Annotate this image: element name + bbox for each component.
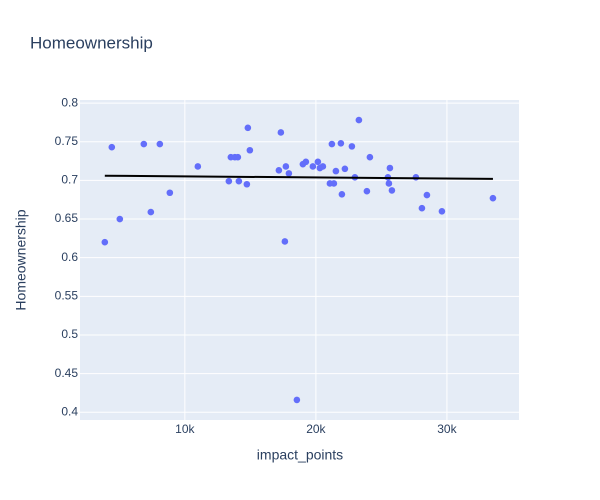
x-axis-title: impact_points (257, 447, 343, 463)
point (388, 187, 396, 194)
y-tick-label: 0.5 (61, 327, 78, 341)
point (489, 194, 497, 202)
y-axis-title: Homeownership (13, 209, 29, 310)
point (243, 180, 251, 188)
y-tick-label: 0.45 (55, 366, 79, 380)
point (348, 143, 356, 150)
point (337, 139, 345, 147)
point (225, 177, 233, 185)
point (319, 163, 327, 170)
point (386, 164, 394, 172)
point (194, 163, 202, 170)
y-tick-label: 0.65 (55, 211, 79, 225)
point (156, 140, 164, 148)
point (246, 146, 254, 154)
point (341, 165, 349, 173)
point (234, 153, 242, 161)
y-tick-label: 0.7 (61, 173, 78, 187)
point (140, 140, 148, 148)
point (314, 158, 322, 166)
point (338, 190, 346, 198)
point (293, 396, 301, 404)
point (332, 167, 340, 175)
point (147, 208, 155, 216)
point (366, 153, 374, 161)
y-tick-label: 0.8 (61, 95, 78, 109)
point (418, 204, 426, 212)
trendline (104, 174, 493, 180)
point (275, 167, 283, 174)
point (355, 116, 363, 124)
point (282, 163, 290, 170)
point (385, 180, 393, 187)
x-tick-label: 30k (437, 422, 457, 436)
point (108, 143, 116, 151)
chart-title: Homeownership (30, 33, 153, 52)
y-tick-label: 0.75 (55, 134, 79, 148)
point (166, 189, 174, 197)
point (330, 180, 338, 187)
point (302, 158, 310, 166)
point (116, 215, 124, 223)
x-tick-label: 20k (306, 422, 326, 436)
point (363, 187, 371, 195)
y-tick-label: 0.4 (61, 404, 78, 418)
point (235, 177, 243, 185)
point (423, 191, 431, 199)
point (281, 238, 289, 245)
y-tick-label: 0.6 (61, 250, 78, 264)
x-tick-label: 10k (175, 422, 195, 436)
point (328, 140, 336, 148)
y-tick-label: 0.55 (55, 289, 79, 303)
point (244, 124, 252, 132)
plot-area (80, 100, 519, 420)
point (309, 163, 317, 170)
point (438, 208, 446, 215)
point (101, 238, 109, 246)
point (277, 129, 285, 136)
point (285, 170, 293, 177)
